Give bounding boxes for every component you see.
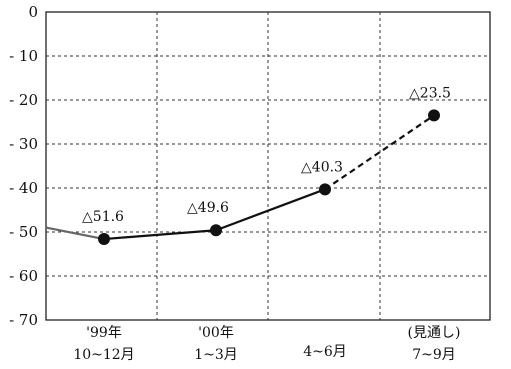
x-category-label: 1~3月 xyxy=(194,347,238,363)
y-tick-label: - 50 xyxy=(9,223,38,241)
data-label: △49.6 xyxy=(187,200,229,216)
x-category-label: 7~9月 xyxy=(412,347,456,363)
y-tick-label: - 70 xyxy=(9,311,38,329)
y-tick-label: 0 xyxy=(28,3,38,21)
series-forecast-segment xyxy=(324,114,435,191)
series-lead-in-segment xyxy=(45,226,105,241)
data-label: △51.6 xyxy=(82,209,124,225)
data-label: △23.5 xyxy=(409,85,451,101)
x-category-label: 10~12月 xyxy=(73,347,134,363)
data-point-marker xyxy=(98,233,110,246)
series-segment xyxy=(215,188,326,232)
x-category-label: 4~6月 xyxy=(303,344,347,360)
y-tick-label: - 10 xyxy=(9,47,38,65)
plot-frame xyxy=(45,11,491,321)
data-point-marker xyxy=(319,183,331,196)
gridlines xyxy=(46,12,490,320)
data-label: △40.3 xyxy=(301,159,343,175)
data-labels: △51.6 △49.6 △40.3 △23.5 xyxy=(82,85,451,225)
x-category-label: '00年 xyxy=(198,325,234,341)
x-axis-categories: '99年 10~12月 '00年 1~3月 4~6月 (見通し) 7~9月 xyxy=(73,325,460,363)
data-point-marker xyxy=(428,109,440,122)
y-tick-label: - 20 xyxy=(9,91,38,109)
data-point-marker xyxy=(210,224,222,237)
series-segment xyxy=(103,229,217,241)
x-category-label: (見通し) xyxy=(408,325,461,341)
x-category-label: '99年 xyxy=(86,325,122,341)
series-line xyxy=(45,114,435,241)
y-tick-label: - 60 xyxy=(9,267,38,285)
y-axis-ticks: 0 - 10 - 20 - 30 - 40 - 50 - 60 - 70 xyxy=(9,3,38,329)
y-tick-label: - 40 xyxy=(9,179,38,197)
y-tick-label: - 30 xyxy=(9,135,38,153)
series-markers xyxy=(98,109,440,246)
